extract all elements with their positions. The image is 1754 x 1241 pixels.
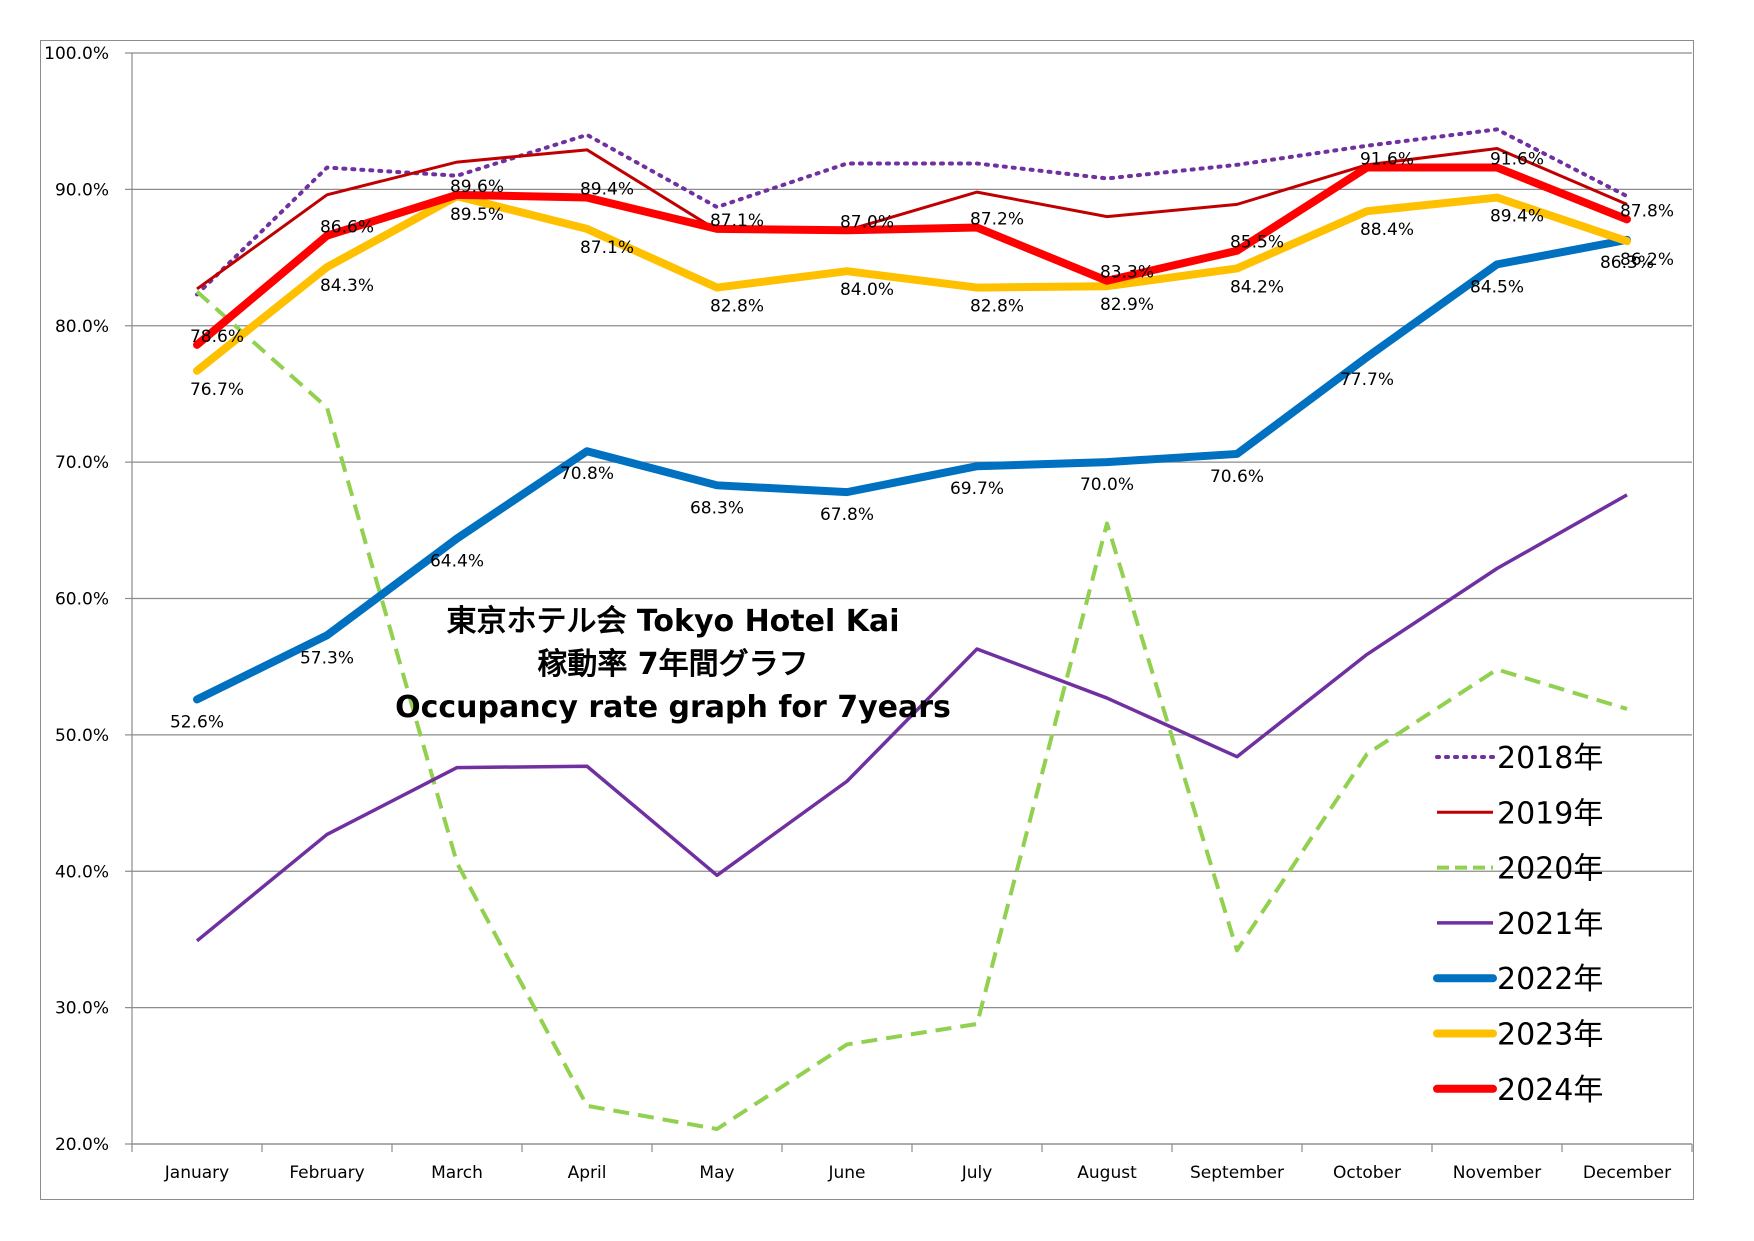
chart-title: 東京ホテル会 Tokyo Hotel Kai 稼動率 7年間グラフ Occupa… [395, 604, 951, 725]
title-line-3: Occupancy rate graph for 7years [395, 690, 951, 725]
data-label: 88.4% [1360, 220, 1414, 240]
data-label: 70.0% [1080, 475, 1134, 495]
data-label: 84.5% [1470, 277, 1524, 297]
y-tick-label: 60.0% [55, 590, 109, 610]
y-tick-label: 90.0% [55, 180, 109, 200]
legend-label: 2018年 [1497, 741, 1603, 776]
data-label: 89.4% [580, 180, 634, 200]
series-line-2024 [193, 163, 1631, 349]
data-label: 84.2% [1230, 277, 1284, 297]
title-line-1: 東京ホテル会 Tokyo Hotel Kai [446, 604, 899, 639]
data-label: 67.8% [820, 505, 874, 525]
x-tick-label: April [568, 1163, 607, 1183]
series-lines [193, 127, 1631, 1131]
data-label: 87.1% [710, 211, 764, 231]
data-label: 82.9% [1100, 295, 1154, 315]
y-tick-label: 30.0% [55, 999, 109, 1019]
data-label: 87.2% [970, 210, 1024, 230]
x-tick-labels: January February March April May June July Augu… [164, 1163, 1671, 1183]
legend: 2018年 2019年 2020年 2021年 2022年 2023年 2024年 [1433, 741, 1603, 1108]
series-line-2020 [195, 290, 1628, 1131]
data-label: 68.3% [690, 498, 744, 518]
data-label: 57.3% [300, 648, 354, 668]
legend-label: 2022年 [1497, 962, 1603, 997]
data-label: 91.6% [1360, 150, 1414, 170]
data-label: 70.6% [1210, 467, 1264, 487]
y-tick-label: 80.0% [55, 317, 109, 337]
legend-label: 2019年 [1497, 796, 1603, 831]
x-tick-label: July [961, 1163, 993, 1183]
series-line-2018 [195, 127, 1629, 297]
y-tick-label: 100.0% [44, 44, 109, 64]
data-label: 82.8% [710, 297, 764, 317]
legend-label: 2020年 [1497, 852, 1603, 887]
title-line-2: 稼動率 7年間グラフ [537, 647, 808, 682]
y-tick-label: 70.0% [55, 453, 109, 473]
legend-label: 2024年 [1497, 1073, 1603, 1108]
x-tick-label: August [1077, 1163, 1137, 1183]
y-tick-labels: 20.0% 30.0% 40.0% 50.0% 60.0% 70.0% 80.0% 90.0%… [44, 44, 109, 1155]
data-label: 78.6% [190, 327, 244, 347]
data-label: 84.3% [320, 276, 374, 296]
data-label: 86.3% [1600, 253, 1654, 273]
y-tick-label: 50.0% [55, 726, 109, 746]
data-label: 87.1% [580, 238, 634, 258]
legend-label: 2023年 [1497, 1018, 1603, 1053]
data-label: 86.6% [320, 218, 374, 238]
data-label: 69.7% [950, 479, 1004, 499]
y-tick-label: 20.0% [55, 1135, 109, 1155]
series-line-2019 [196, 146, 1628, 291]
data-label: 70.8% [560, 464, 614, 484]
x-tick-label: March [431, 1163, 483, 1183]
legend-label: 2021年 [1497, 907, 1603, 942]
data-label: 85.5% [1230, 233, 1284, 253]
data-label: 82.8% [970, 297, 1024, 317]
x-tick-label: September [1190, 1163, 1284, 1183]
data-label: 77.7% [1340, 370, 1394, 390]
x-tick-label: November [1453, 1163, 1541, 1183]
y-tick-label: 40.0% [55, 862, 109, 882]
axes [125, 52, 1693, 1152]
data-label: 87.0% [840, 212, 894, 232]
data-label: 89.5% [450, 205, 504, 225]
data-label: 87.8% [1620, 201, 1674, 221]
data-label: 91.6% [1490, 150, 1544, 170]
series-line-2022 [193, 235, 1631, 704]
data-label: 89.4% [1490, 207, 1544, 227]
x-tick-label: January [164, 1163, 229, 1183]
x-tick-label: October [1333, 1163, 1401, 1183]
data-label: 83.3% [1100, 263, 1154, 283]
data-label: 52.6% [170, 712, 224, 732]
series-line-2021 [195, 493, 1628, 943]
series-line-2023 [193, 192, 1631, 375]
data-label: 86.2% [1620, 250, 1674, 270]
x-tick-label: May [699, 1163, 734, 1183]
data-label: 84.0% [840, 280, 894, 300]
x-tick-label: December [1583, 1163, 1671, 1183]
data-label: 76.7% [190, 380, 244, 400]
data-label: 89.6% [450, 177, 504, 197]
x-tick-label: February [289, 1163, 364, 1183]
x-tick-label: June [827, 1163, 865, 1183]
data-label: 64.4% [430, 551, 484, 571]
data-labels: 52.6% 57.3% 64.4% 70.8% 68.3% 67.8% 69.7% 70.0%… [170, 150, 1674, 733]
